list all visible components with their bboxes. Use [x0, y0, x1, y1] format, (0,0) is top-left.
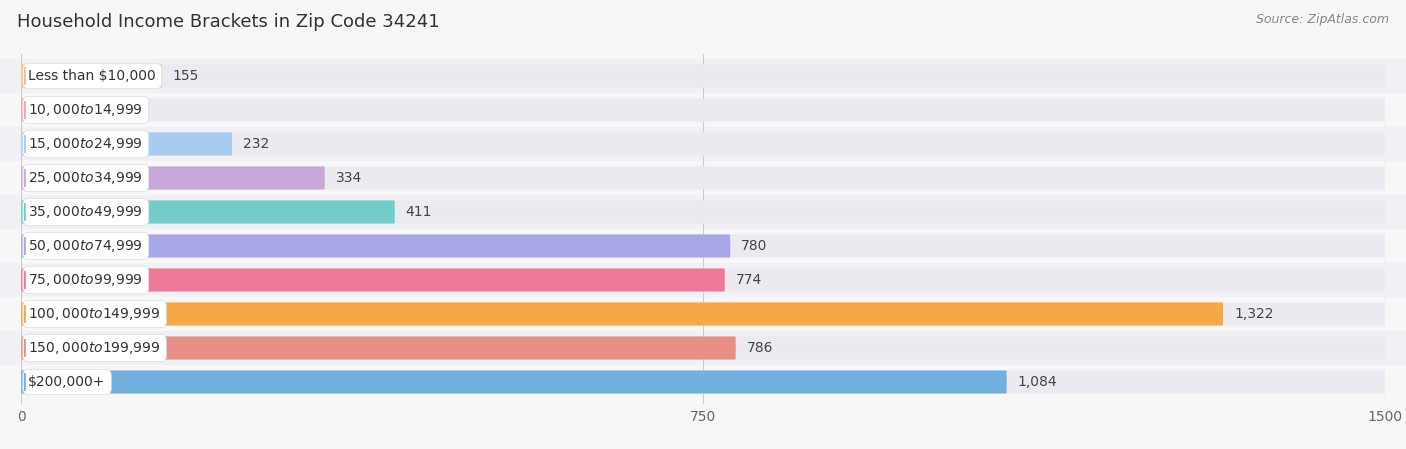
FancyBboxPatch shape	[21, 98, 1385, 122]
Text: $50,000 to $74,999: $50,000 to $74,999	[28, 238, 143, 254]
Text: Household Income Brackets in Zip Code 34241: Household Income Brackets in Zip Code 34…	[17, 13, 440, 31]
FancyBboxPatch shape	[0, 127, 1406, 161]
Text: Less than $10,000: Less than $10,000	[28, 69, 156, 83]
Text: $15,000 to $24,999: $15,000 to $24,999	[28, 136, 143, 152]
Text: $200,000+: $200,000+	[28, 375, 105, 389]
FancyBboxPatch shape	[21, 200, 1385, 224]
Text: 155: 155	[173, 69, 200, 83]
FancyBboxPatch shape	[0, 93, 1406, 127]
FancyBboxPatch shape	[21, 132, 1385, 155]
FancyBboxPatch shape	[21, 200, 395, 224]
Text: 1,084: 1,084	[1018, 375, 1057, 389]
Text: $100,000 to $149,999: $100,000 to $149,999	[28, 306, 160, 322]
FancyBboxPatch shape	[21, 269, 725, 291]
Text: $25,000 to $34,999: $25,000 to $34,999	[28, 170, 143, 186]
FancyBboxPatch shape	[0, 229, 1406, 263]
FancyBboxPatch shape	[21, 370, 1007, 394]
Text: $75,000 to $99,999: $75,000 to $99,999	[28, 272, 143, 288]
Text: 786: 786	[747, 341, 773, 355]
Text: $35,000 to $49,999: $35,000 to $49,999	[28, 204, 143, 220]
FancyBboxPatch shape	[21, 303, 1385, 326]
Text: $10,000 to $14,999: $10,000 to $14,999	[28, 102, 143, 118]
FancyBboxPatch shape	[21, 303, 1223, 326]
Text: 774: 774	[735, 273, 762, 287]
FancyBboxPatch shape	[21, 98, 91, 122]
FancyBboxPatch shape	[21, 370, 1385, 394]
Text: Source: ZipAtlas.com: Source: ZipAtlas.com	[1256, 13, 1389, 26]
FancyBboxPatch shape	[21, 64, 1385, 88]
FancyBboxPatch shape	[0, 59, 1406, 93]
Text: $150,000 to $199,999: $150,000 to $199,999	[28, 340, 160, 356]
Text: 334: 334	[336, 171, 361, 185]
Text: 411: 411	[406, 205, 432, 219]
Text: 780: 780	[741, 239, 768, 253]
FancyBboxPatch shape	[0, 263, 1406, 297]
FancyBboxPatch shape	[21, 234, 730, 258]
FancyBboxPatch shape	[21, 336, 735, 360]
FancyBboxPatch shape	[0, 161, 1406, 195]
FancyBboxPatch shape	[21, 64, 162, 88]
FancyBboxPatch shape	[0, 365, 1406, 399]
FancyBboxPatch shape	[21, 336, 1385, 360]
Text: 232: 232	[243, 137, 269, 151]
FancyBboxPatch shape	[0, 331, 1406, 365]
Text: 77: 77	[103, 103, 120, 117]
FancyBboxPatch shape	[21, 234, 1385, 258]
FancyBboxPatch shape	[21, 167, 1385, 189]
Text: 1,322: 1,322	[1234, 307, 1274, 321]
FancyBboxPatch shape	[0, 195, 1406, 229]
FancyBboxPatch shape	[21, 132, 232, 155]
FancyBboxPatch shape	[0, 297, 1406, 331]
FancyBboxPatch shape	[21, 167, 325, 189]
FancyBboxPatch shape	[21, 269, 1385, 291]
